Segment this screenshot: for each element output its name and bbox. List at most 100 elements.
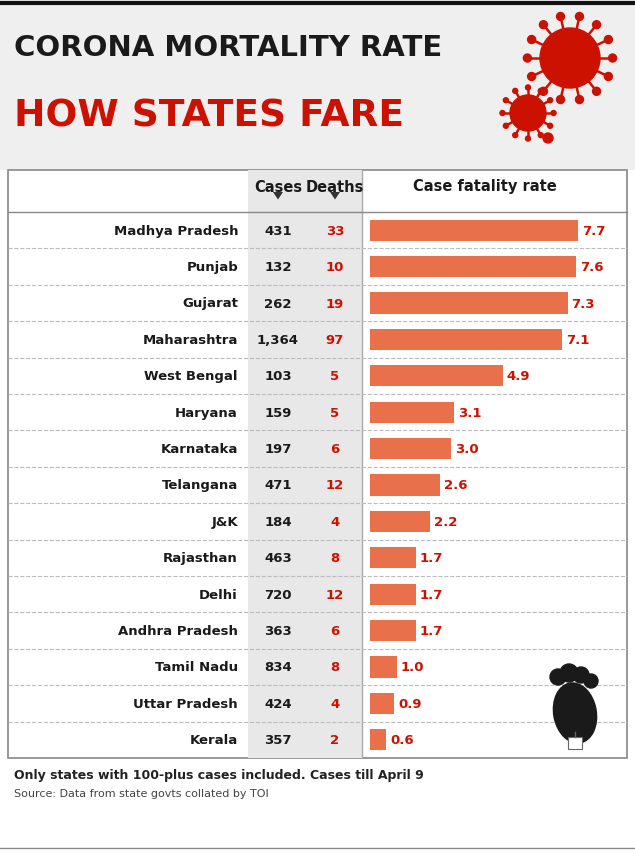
Text: 471: 471 [264, 479, 291, 492]
Text: 19: 19 [326, 297, 344, 310]
Bar [370, 657, 397, 678]
Circle shape [592, 88, 601, 96]
Circle shape [526, 86, 530, 90]
Text: 2.2: 2.2 [434, 515, 457, 528]
Text: Rajasthan: Rajasthan [163, 552, 238, 565]
Text: 1,364: 1,364 [257, 334, 299, 346]
Text: 8: 8 [330, 661, 340, 674]
Circle shape [605, 37, 612, 44]
Text: West Bengal: West Bengal [145, 370, 238, 383]
Text: 1.7: 1.7 [420, 624, 443, 637]
Text: 97: 97 [326, 334, 344, 346]
Text: Case fatality rate: Case fatality rate [413, 179, 557, 194]
Circle shape [605, 73, 612, 81]
Bar [8, 171, 627, 758]
Circle shape [540, 29, 600, 89]
Bar [370, 511, 429, 532]
Circle shape [573, 667, 589, 683]
Text: 184: 184 [264, 515, 292, 528]
Text: 431: 431 [264, 224, 292, 237]
Text: 7.7: 7.7 [582, 224, 606, 237]
Text: 12: 12 [326, 479, 344, 492]
Text: 159: 159 [264, 406, 291, 419]
Polygon shape [330, 193, 340, 200]
Text: 3.0: 3.0 [455, 443, 479, 456]
Circle shape [504, 125, 509, 129]
Bar [370, 548, 416, 569]
Text: 12: 12 [326, 588, 344, 601]
Text: 424: 424 [264, 697, 292, 710]
Circle shape [556, 96, 565, 104]
Bar [370, 475, 440, 496]
Bar [370, 220, 578, 241]
Text: J&K: J&K [211, 515, 238, 528]
Text: 262: 262 [264, 297, 291, 310]
Circle shape [512, 133, 518, 138]
Circle shape [510, 96, 546, 132]
Polygon shape [273, 193, 283, 200]
Circle shape [560, 664, 578, 682]
Circle shape [528, 73, 535, 81]
Bar [370, 293, 568, 314]
Text: Kerala: Kerala [190, 734, 238, 746]
Text: 363: 363 [264, 624, 292, 637]
Text: 357: 357 [264, 734, 291, 746]
Text: CORONA MORTALITY RATE: CORONA MORTALITY RATE [14, 34, 442, 61]
Text: HOW STATES FARE: HOW STATES FARE [14, 98, 404, 134]
Text: 1.7: 1.7 [420, 588, 443, 601]
Circle shape [556, 14, 565, 21]
Bar [370, 329, 562, 351]
Text: 10: 10 [326, 261, 344, 274]
Text: 8: 8 [330, 552, 340, 565]
Bar [0, 0, 635, 171]
Bar [370, 729, 386, 751]
Text: 720: 720 [264, 588, 291, 601]
Text: 3.1: 3.1 [458, 406, 481, 419]
Text: 834: 834 [264, 661, 292, 674]
Circle shape [551, 112, 556, 116]
Circle shape [592, 21, 601, 30]
Circle shape [526, 136, 530, 142]
Text: 0.9: 0.9 [398, 697, 422, 710]
Text: Telangana: Telangana [162, 479, 238, 492]
Bar [370, 438, 451, 460]
Text: Only states with 100-plus cases included. Cases till April 9: Only states with 100-plus cases included… [14, 769, 424, 781]
Text: Andhra Pradesh: Andhra Pradesh [118, 624, 238, 637]
Text: 5: 5 [330, 406, 340, 419]
Circle shape [540, 21, 547, 30]
Text: 7.1: 7.1 [566, 334, 589, 346]
Circle shape [500, 112, 505, 116]
Text: 1.0: 1.0 [401, 661, 425, 674]
Ellipse shape [552, 682, 598, 744]
Text: 5: 5 [330, 370, 340, 383]
Text: Punjab: Punjab [186, 261, 238, 274]
Text: 197: 197 [264, 443, 291, 456]
Circle shape [608, 55, 617, 63]
Bar [248, 171, 362, 758]
Text: 4: 4 [330, 515, 340, 528]
Text: Cases: Cases [254, 179, 302, 194]
Circle shape [504, 99, 509, 103]
Text: 33: 33 [326, 224, 344, 237]
Text: 4: 4 [330, 697, 340, 710]
Text: Karnataka: Karnataka [161, 443, 238, 456]
Circle shape [538, 133, 544, 138]
Text: Deaths: Deaths [306, 179, 364, 194]
Bar [370, 620, 416, 641]
Circle shape [575, 96, 584, 104]
Circle shape [547, 125, 552, 129]
Bar [370, 366, 502, 387]
Text: Haryana: Haryana [175, 406, 238, 419]
Text: Gujarat: Gujarat [182, 297, 238, 310]
Circle shape [540, 88, 547, 96]
Text: Uttar Pradesh: Uttar Pradesh [133, 697, 238, 710]
Text: 4.9: 4.9 [507, 370, 530, 383]
Text: Maharashtra: Maharashtra [143, 334, 238, 346]
Circle shape [550, 670, 566, 685]
Bar [370, 402, 454, 423]
Circle shape [512, 90, 518, 94]
Text: 7.6: 7.6 [580, 261, 603, 274]
Text: 103: 103 [264, 370, 292, 383]
Text: Madhya Pradesh: Madhya Pradesh [114, 224, 238, 237]
Bar [370, 693, 394, 714]
